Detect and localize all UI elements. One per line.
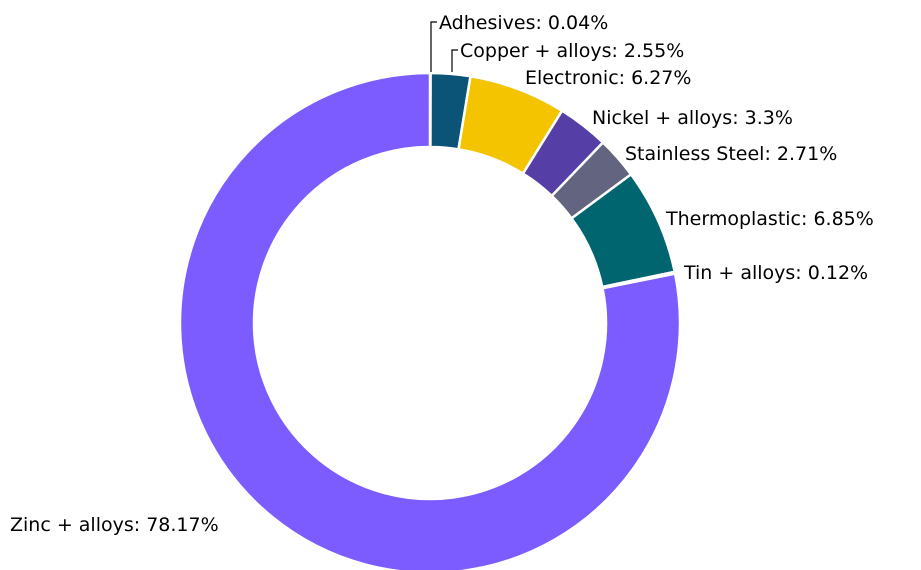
- slice-label-zinc-alloys: Zinc + alloys: 78.17%: [10, 514, 219, 536]
- slice-zinc-alloys: [178, 71, 682, 570]
- slice-label-copper-alloys: Copper + alloys: 2.55%: [460, 40, 684, 62]
- slice-label-tin-alloys: Tin + alloys: 0.12%: [683, 262, 868, 284]
- slice-label-electronic: Electronic: 6.27%: [525, 67, 691, 89]
- slice-label-adhesives: Adhesives: 0.04%: [439, 12, 608, 34]
- leader-lines: [430, 21, 458, 72]
- slice-labels: Adhesives: 0.04% Copper + alloys: 2.55% …: [10, 12, 874, 536]
- leader-line-adhesives: [430, 21, 437, 72]
- leader-line-copper-alloys: [451, 49, 458, 72]
- donut-slices: [178, 71, 682, 570]
- slice-label-stainless-steel: Stainless Steel: 2.71%: [625, 143, 837, 165]
- slice-label-thermoplastic: Thermoplastic: 6.85%: [665, 208, 874, 230]
- slice-label-nickel-alloys: Nickel + alloys: 3.3%: [592, 107, 793, 129]
